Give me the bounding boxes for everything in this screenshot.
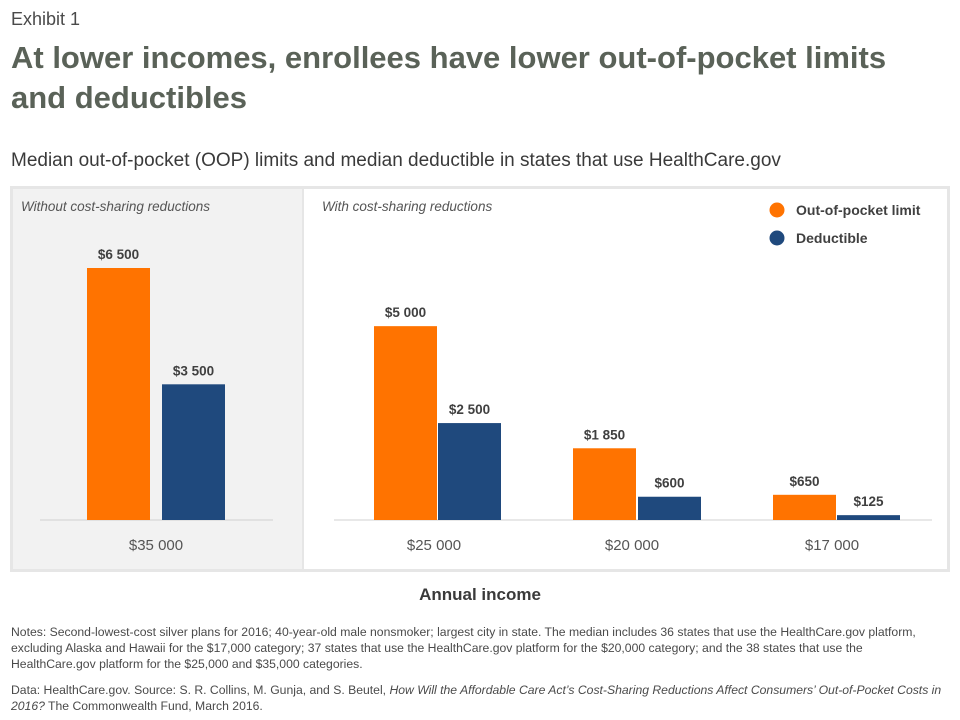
panel-label-1: Without cost-sharing reductions — [21, 199, 210, 214]
panel-label-2: With cost-sharing reductions — [322, 199, 492, 214]
legend-label-oop: Out-of-pocket limit — [796, 202, 921, 218]
data-label-deductible-17000: $125 — [853, 494, 884, 509]
legend-swatch-deductible — [769, 230, 785, 246]
source-prefix: Data: HealthCare.gov. Source: S. R. Coll… — [11, 683, 390, 697]
chart-subtitle: Median out-of-pocket (OOP) limits and me… — [11, 150, 781, 171]
bar-oop-25000 — [374, 326, 437, 520]
bar-oop-20000 — [573, 448, 636, 520]
page-title: At lower incomes, enrollees have lower o… — [11, 40, 887, 115]
chart-frame: Without cost-sharing reductions With cost… — [10, 186, 950, 572]
exhibit-label: Exhibit 1 — [11, 9, 81, 29]
data-label-oop-25000: $5 000 — [385, 305, 426, 320]
source-text: Data: HealthCare.gov. Source: S. R. Coll… — [11, 682, 946, 714]
bar-deductible-17000 — [837, 515, 900, 520]
bar-oop-17000 — [773, 494, 836, 520]
bar-deductible-35000 — [162, 384, 225, 520]
bar-oop-35000 — [87, 268, 150, 520]
x-tick-label-25000: $25 000 — [407, 537, 461, 554]
panel-background-without-csr — [13, 189, 302, 569]
legend-label-deductible: Deductible — [796, 230, 868, 246]
bar-chart: Without cost-sharing reductions With cost… — [13, 189, 947, 569]
data-label-oop-35000: $6 500 — [98, 247, 139, 262]
data-label-deductible-20000: $600 — [654, 476, 684, 491]
x-axis-title: Annual income — [419, 585, 541, 604]
source-title: How Will the Affordable Care Act’s Cost-… — [11, 683, 942, 713]
bar-deductible-25000 — [438, 423, 501, 520]
x-tick-label-17000: $17 000 — [805, 537, 859, 554]
legend-swatch-oop — [769, 202, 785, 218]
source-suffix: The Commonwealth Fund, March 2016. — [44, 699, 263, 713]
bar-deductible-20000 — [638, 496, 701, 520]
data-label-deductible-25000: $2 500 — [449, 402, 490, 417]
data-label-deductible-35000: $3 500 — [173, 363, 214, 378]
x-tick-label-20000: $20 000 — [605, 537, 659, 554]
notes-text: Notes: Second-lowest-cost silver plans f… — [11, 625, 916, 671]
data-label-oop-20000: $1 850 — [584, 427, 625, 442]
data-label-oop-17000: $650 — [789, 474, 819, 489]
x-tick-label-35000: $35 000 — [129, 537, 183, 554]
